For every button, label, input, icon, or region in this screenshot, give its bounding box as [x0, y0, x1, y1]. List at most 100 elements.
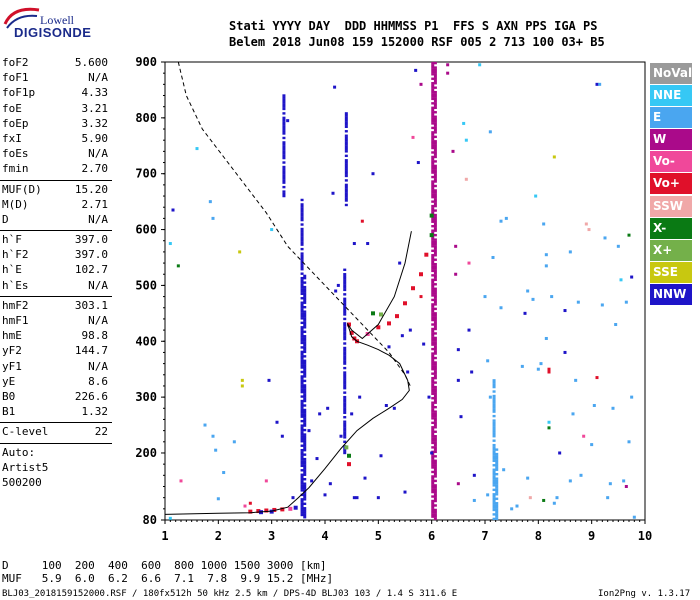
trace-band-mark — [433, 327, 437, 331]
trace-point — [429, 213, 434, 218]
trace-band-mark — [344, 138, 348, 142]
file-info: BLJ03_2018159152000.RSF / 180fx512h 50 k… — [2, 589, 458, 599]
trace-band-mark — [433, 426, 437, 429]
trace-band-mark — [300, 377, 304, 380]
param-value: 3.21 — [81, 101, 109, 115]
trace-band-mark — [300, 511, 304, 514]
echo-point — [459, 415, 463, 419]
echo-point — [350, 412, 354, 416]
trace-band-mark — [431, 510, 435, 514]
trace-band-mark — [303, 453, 307, 456]
trace-band-mark — [431, 106, 435, 109]
trace-band-mark — [433, 361, 437, 364]
trace-band-mark — [492, 390, 496, 393]
trace-band-mark — [492, 468, 496, 471]
trace-band-mark — [431, 231, 435, 235]
trace-band-mark — [300, 513, 304, 517]
trace-band-mark — [303, 417, 307, 421]
trace-band-mark — [431, 102, 435, 105]
trace-band-mark — [282, 141, 286, 144]
param-name: B1 — [2, 405, 16, 419]
trace-band-mark — [431, 265, 435, 268]
trace-band-mark — [431, 338, 435, 342]
trace-band-mark — [492, 473, 496, 476]
trace-band-mark — [343, 362, 347, 365]
trace-point — [349, 330, 354, 335]
param-name: yE — [2, 374, 16, 388]
trace-band-mark — [300, 308, 304, 311]
trace-band-mark — [343, 402, 347, 406]
trace-band-mark — [431, 388, 435, 391]
param-name: yF1 — [2, 359, 22, 373]
trace-band-mark — [433, 510, 437, 514]
trace-band-mark — [303, 326, 307, 329]
trace-band-mark — [431, 352, 435, 355]
trace-band-mark — [431, 383, 435, 387]
param-row-m-d-: M(D) 2.71 — [0, 198, 112, 213]
echo-point — [544, 253, 548, 257]
legend-item-x-: X+ — [650, 239, 692, 261]
trace-band-mark — [492, 499, 496, 503]
trace-band-mark — [344, 194, 348, 198]
trace-band-mark — [433, 479, 437, 483]
echo-point — [446, 63, 450, 67]
trace-band-mark — [300, 203, 304, 206]
trace-band-mark — [343, 382, 347, 385]
trace-point — [248, 509, 253, 514]
trace-band-mark — [300, 265, 304, 269]
trace-band-mark — [343, 440, 347, 444]
trace-point — [344, 445, 349, 450]
trace-band-mark — [431, 381, 435, 384]
echo-point — [611, 406, 615, 410]
echo-point — [454, 244, 458, 248]
trace-band-mark — [433, 276, 437, 279]
trace-band-mark — [433, 385, 437, 389]
trace-band-mark — [431, 238, 435, 241]
trace-band-mark — [433, 61, 437, 65]
trace-band-mark — [431, 113, 435, 116]
trace-band-mark — [300, 290, 304, 293]
trace-band-mark — [431, 466, 435, 469]
trace-band-mark — [433, 120, 437, 123]
trace-band-mark — [433, 153, 437, 156]
trace-point — [395, 314, 399, 319]
x-tick-label: 3 — [268, 529, 275, 543]
trace-band-mark — [303, 330, 307, 333]
param-value: 102.7 — [74, 263, 108, 277]
trace-band-mark — [433, 106, 437, 109]
echo-point — [352, 242, 356, 246]
echo-point — [411, 135, 415, 139]
trace-band-mark — [431, 169, 435, 172]
trace-band-mark — [343, 386, 347, 390]
trace-band-mark — [282, 172, 286, 175]
trace-band-mark — [431, 140, 435, 143]
trace-band-mark — [303, 375, 307, 378]
trace-band-mark — [282, 152, 286, 155]
trace-band-mark — [433, 461, 437, 465]
trace-band-mark — [495, 504, 499, 507]
param-value: N/A — [88, 212, 108, 226]
trace-band-mark — [303, 276, 307, 280]
trace-band-mark — [492, 470, 496, 474]
trace-band-mark — [433, 225, 437, 228]
trace-band-mark — [300, 502, 304, 506]
trace-band-mark — [343, 335, 347, 338]
dashed-profile-line — [177, 61, 411, 387]
params-critical-frequencies: foF2 5.600 foF1 N/A foF1p 4.33 foE 3.21 foEp 3.32… — [0, 56, 112, 178]
trace-band-mark — [492, 403, 496, 407]
trace-band-mark — [431, 401, 435, 404]
trace-band-mark — [343, 436, 347, 439]
trace-band-mark — [303, 290, 307, 293]
trace-band-mark — [343, 353, 347, 356]
trace-band-mark — [282, 168, 286, 171]
trace-band-mark — [433, 233, 437, 237]
clevel-value: 22 — [94, 425, 108, 439]
echo-point — [563, 309, 567, 313]
x-tick-label: 7 — [481, 529, 488, 543]
trace-band-mark — [431, 397, 435, 400]
echo-point — [360, 219, 364, 223]
echo-point — [486, 493, 490, 497]
legend-item-x-: X- — [650, 217, 692, 239]
y-tick-label: 300 — [135, 390, 157, 404]
trace-band-mark — [433, 278, 437, 282]
